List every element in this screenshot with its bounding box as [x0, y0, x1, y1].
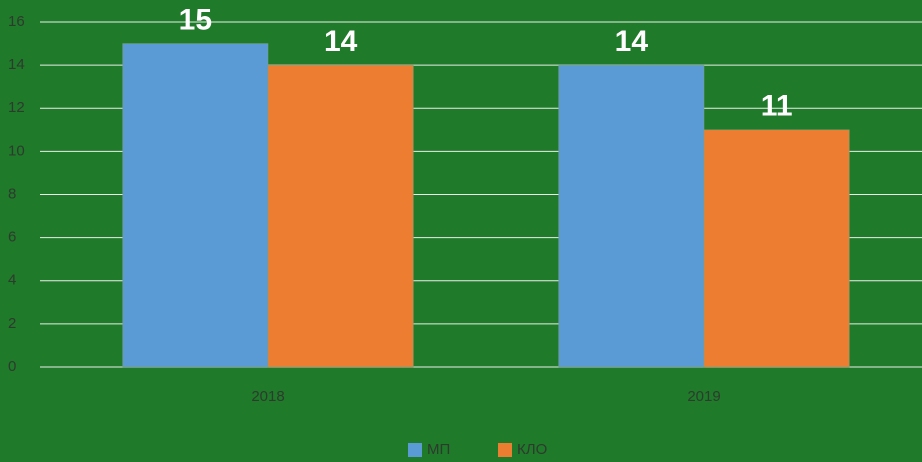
y-tick-label: 10 — [8, 142, 25, 159]
bar — [704, 130, 849, 367]
x-tick-label: 2018 — [251, 388, 284, 405]
chart: 0 2 4 6 8 10 12 14 16 2018 15 14 2019 14 11 МП КЛО — [0, 0, 922, 462]
y-tick-label: 4 — [8, 272, 16, 289]
x-tick-label: 2019 — [687, 388, 720, 405]
legend-swatch — [408, 443, 422, 457]
bar — [123, 44, 268, 367]
legend-swatch — [498, 443, 512, 457]
value-label: 11 — [761, 90, 793, 123]
y-tick-label: 6 — [8, 229, 16, 246]
bar — [268, 65, 413, 367]
y-tick-label: 0 — [8, 358, 16, 375]
value-label: 15 — [179, 3, 212, 36]
value-label: 14 — [615, 25, 649, 58]
legend-label: КЛО — [517, 441, 547, 458]
bar — [559, 65, 704, 367]
y-tick-label: 16 — [8, 13, 25, 30]
y-tick-label: 2 — [8, 315, 16, 332]
y-tick-label: 8 — [8, 185, 16, 202]
y-tick-label: 12 — [8, 99, 25, 116]
legend-label: МП — [427, 441, 450, 458]
y-tick-label: 14 — [8, 56, 25, 73]
value-label: 14 — [324, 25, 358, 58]
